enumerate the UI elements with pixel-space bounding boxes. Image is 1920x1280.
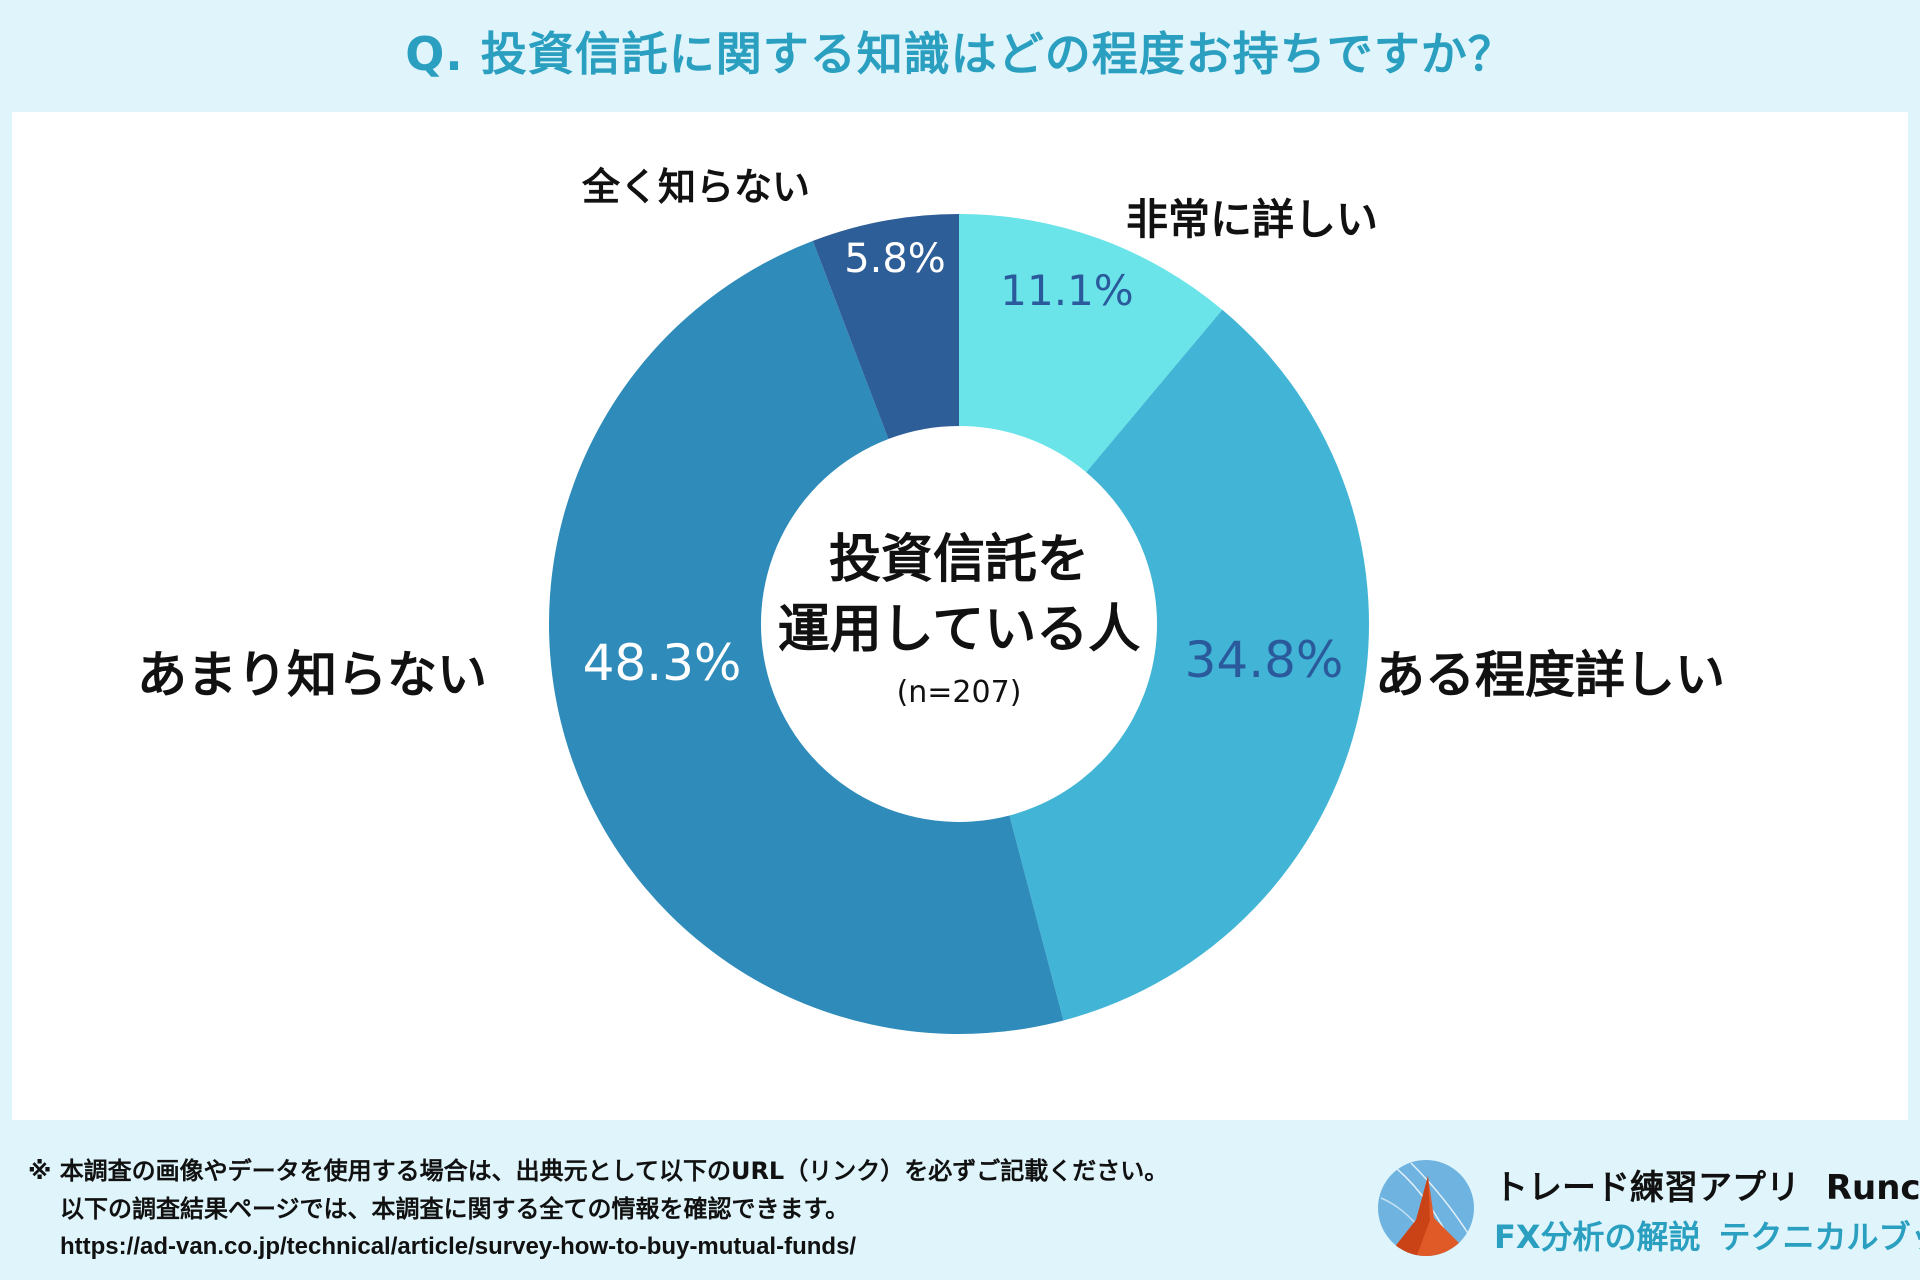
brand-sub1: FX分析の解説 [1494,1218,1701,1256]
slice-category-label-4: 全く知らない [581,165,810,209]
usage-note-line1: ※ 本調査の画像やデータを使用する場合は、出典元として以下のURL（リンク）を必… [28,1157,1169,1185]
slice-value-label-2: 34.8% [1185,631,1344,689]
source-url-link[interactable]: https://ad-van.co.jp/technical/article/s… [60,1233,857,1260]
slice-value-label-4: 5.8% [844,236,946,282]
slice-category-label-1: 非常に詳しい [1126,195,1378,244]
brand-app-name: トレード練習アプリ Runcha [1494,1160,1920,1209]
brand-subtitle: FX分析の解説テクニカルブック [1494,1212,1920,1258]
chart-panel: 11.1% 非常に詳しい 34.8% ある程度詳しい 48.3% あまり知らない 5.8% 全… [12,112,1908,1120]
center-label-line2: 運用している人 [778,600,1140,660]
donut-slice-4 [812,214,959,440]
chart-title: Q. 投資信託に関する知識はどの程度お持ちですか？ [405,27,1515,81]
donut-chart: 11.1% 非常に詳しい 34.8% ある程度詳しい 48.3% あまり知らない 5.8% 全… [137,165,1725,1034]
brand-app-name-jp: トレード練習アプリ [1494,1168,1800,1208]
slice-category-label-3: あまり知らない [137,646,487,704]
slice-value-label-3: 48.3% [583,634,742,692]
slice-category-label-2: ある程度詳しい [1375,646,1725,704]
center-label-line1: 投資信託を [829,530,1089,590]
donut-slice-2 [1009,309,1369,1021]
brand-sub2: テクニカルブック [1718,1218,1920,1256]
usage-note: ※ 本調査の画像やデータを使用する場合は、出典元として以下のURL（リンク）を必… [28,1152,1168,1266]
brand-app-name-en: Runcha [1825,1168,1920,1208]
brand-block: トレード練習アプリ Runcha FX分析の解説テクニカルブック [1376,1152,1920,1262]
slice-value-label-1: 11.1% [1000,266,1133,315]
donut-slice-1 [959,214,1223,473]
sample-size-label: (n=207) [897,675,1022,710]
runcha-logo-icon [1378,1160,1474,1256]
usage-note-line2: 以下の調査結果ページでは、本調査に関する全ての情報を確認できます。 [60,1195,850,1223]
donut-slice-3 [549,240,1064,1034]
